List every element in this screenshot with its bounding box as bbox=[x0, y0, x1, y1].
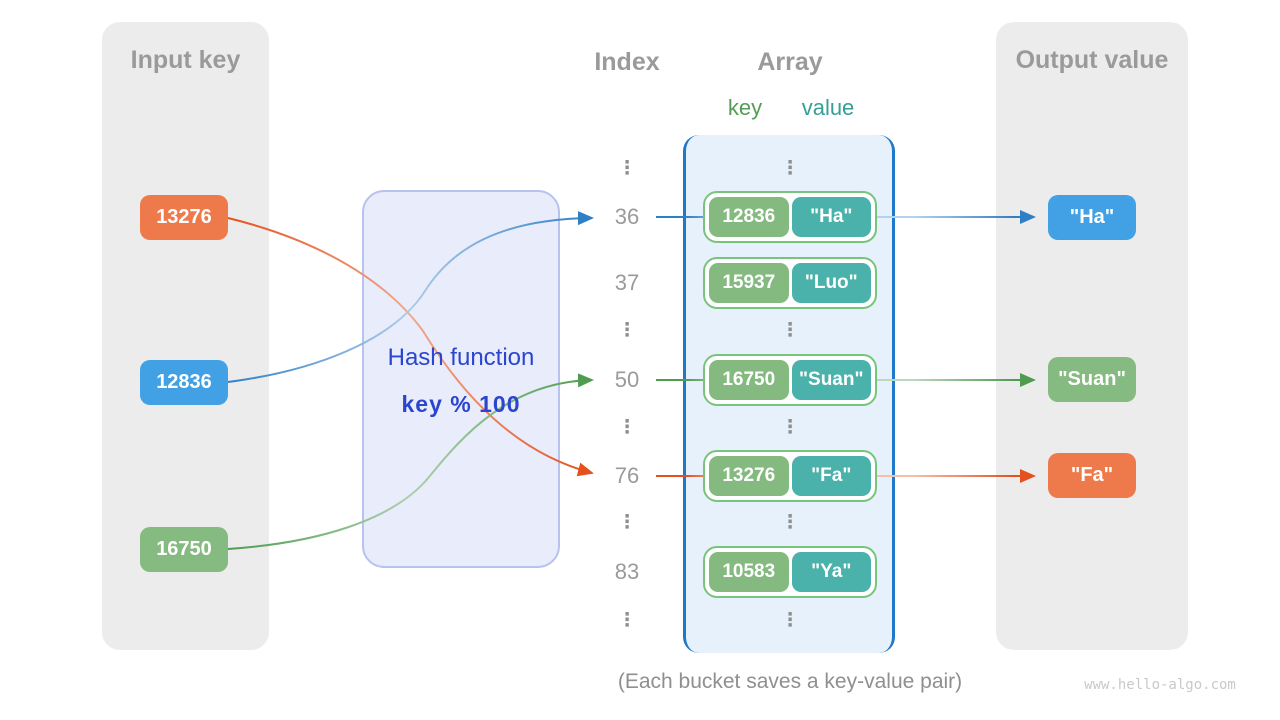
input-key-chip: 16750 bbox=[140, 527, 228, 572]
output-value-panel bbox=[996, 22, 1188, 650]
output-value-chip: "Fa" bbox=[1048, 453, 1136, 498]
index-value: 83 bbox=[614, 559, 640, 584]
index-ellipsis: ⋮ bbox=[617, 511, 637, 533]
hash-function-box bbox=[362, 190, 560, 568]
index-column-title: Index bbox=[594, 48, 660, 76]
bucket-value: "Suan" bbox=[791, 360, 871, 400]
array-ellipsis: ⋮ bbox=[780, 157, 800, 179]
array-ellipsis: ⋮ bbox=[780, 511, 800, 533]
bucket-value: "Ya" bbox=[791, 552, 871, 592]
array-bucket: 12836 "Ha" bbox=[703, 191, 877, 243]
array-ellipsis: ⋮ bbox=[780, 319, 800, 341]
index-value: 76 bbox=[614, 463, 640, 488]
bucket-key: 13276 bbox=[709, 456, 789, 496]
bucket-key: 15937 bbox=[709, 263, 789, 303]
array-column-title: Array bbox=[757, 48, 823, 76]
watermark: www.hello-algo.com bbox=[1084, 677, 1236, 693]
bucket-value: "Fa" bbox=[791, 456, 871, 496]
output-panel-title: Output value bbox=[1015, 46, 1169, 74]
index-ellipsis: ⋮ bbox=[617, 609, 637, 631]
array-bucket: 16750 "Suan" bbox=[703, 354, 877, 406]
bucket-key: 12836 bbox=[709, 197, 789, 237]
input-panel-title: Input key bbox=[130, 46, 241, 74]
bucket-value: "Luo" bbox=[791, 263, 871, 303]
index-value: 36 bbox=[614, 204, 640, 229]
hash-formula: key % 100 bbox=[401, 391, 521, 417]
bucket-value: "Ha" bbox=[791, 197, 871, 237]
figure-caption: (Each bucket saves a key-value pair) bbox=[617, 670, 963, 693]
hash-function-label: Hash function bbox=[387, 344, 535, 371]
index-value: 37 bbox=[614, 270, 640, 295]
input-key-chip: 12836 bbox=[140, 360, 228, 405]
array-bucket: 15937 "Luo" bbox=[703, 257, 877, 309]
index-ellipsis: ⋮ bbox=[617, 319, 637, 341]
index-value: 50 bbox=[614, 367, 640, 392]
key-header-label: key bbox=[727, 95, 763, 120]
output-value-chip: "Suan" bbox=[1048, 357, 1136, 402]
output-value-chip: "Ha" bbox=[1048, 195, 1136, 240]
index-ellipsis: ⋮ bbox=[617, 157, 637, 179]
array-ellipsis: ⋮ bbox=[780, 609, 800, 631]
array-bucket: 10583 "Ya" bbox=[703, 546, 877, 598]
value-header-label: value bbox=[801, 95, 855, 120]
bucket-key: 10583 bbox=[709, 552, 789, 592]
bucket-key: 16750 bbox=[709, 360, 789, 400]
index-ellipsis: ⋮ bbox=[617, 416, 637, 438]
input-key-chip: 13276 bbox=[140, 195, 228, 240]
array-bucket: 13276 "Fa" bbox=[703, 450, 877, 502]
array-ellipsis: ⋮ bbox=[780, 416, 800, 438]
